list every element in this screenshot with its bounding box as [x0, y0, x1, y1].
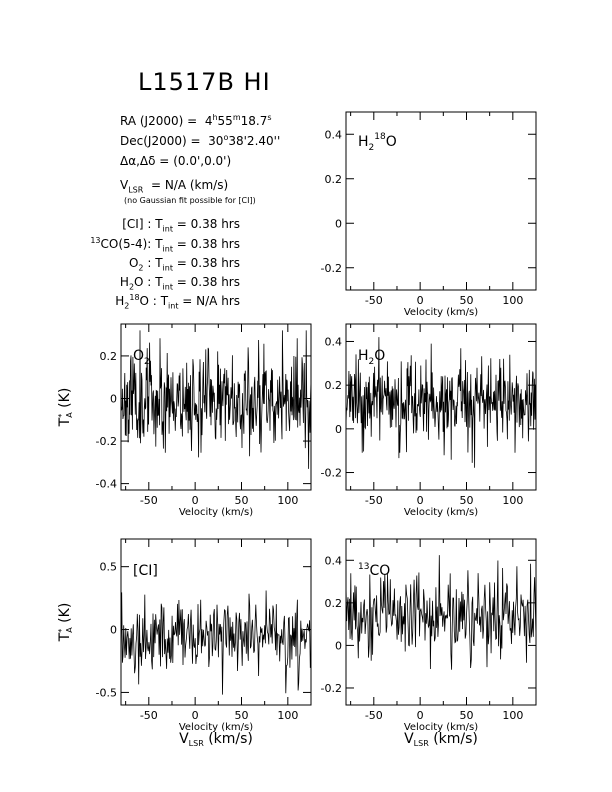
- h218o-xtick-label: 0: [417, 294, 424, 307]
- o2-ytick-label: -0.2: [96, 435, 117, 448]
- ci-xtick-label: 0: [192, 709, 199, 722]
- h218o-frame: [345, 111, 537, 291]
- ci-xtick-label: 100: [277, 709, 298, 722]
- co13-ytick-label: 0.4: [325, 554, 343, 567]
- co13-spectrum-line: [345, 555, 537, 670]
- o2-ytick-label: -0.4: [96, 478, 117, 491]
- o2-ylabel: T*A (K): [57, 388, 74, 428]
- ci-ytick-label: 0: [110, 624, 117, 637]
- o2-xtick-label: 50: [234, 494, 248, 507]
- h2o-ytick-label: 0.4: [325, 335, 343, 348]
- h2o-ytick-label: 0.2: [325, 379, 343, 392]
- ci-ytick-label: 0.5: [100, 561, 118, 574]
- o2-xlabel: Velocity (km/s): [179, 507, 253, 518]
- co13-xlabel: Velocity (km/s): [404, 722, 478, 733]
- o2-xtick-label: 0: [192, 494, 199, 507]
- h2o-ytick-label: -0.2: [321, 467, 342, 480]
- o2-ytick-label: 0: [110, 392, 117, 405]
- h2o-xlabel: Velocity (km/s): [404, 507, 478, 518]
- co13-xtick-label: 50: [459, 709, 473, 722]
- co13-ytick-label: 0: [335, 639, 342, 652]
- co13-vlsr-label: VLSR (km/s): [404, 731, 478, 748]
- o2-ytick-label: 0.2: [100, 350, 118, 363]
- h218o-xlabel: Velocity (km/s): [404, 307, 478, 318]
- ci-line-label: [CI]: [133, 563, 158, 579]
- h218o-xtick-label: 100: [502, 294, 523, 307]
- ci-xtick-label: -50: [140, 709, 158, 722]
- o2-xtick-label: 100: [277, 494, 298, 507]
- co13-ytick-label: 0.2: [325, 597, 343, 610]
- h218o-line-label: H218O: [358, 132, 397, 153]
- ci-ytick-label: -0.5: [96, 686, 117, 699]
- ci-xlabel: Velocity (km/s): [179, 722, 253, 733]
- co13-xtick-label: 0: [417, 709, 424, 722]
- co13-ytick-label: -0.2: [321, 682, 342, 695]
- h218o-ytick-label: 0.4: [325, 128, 343, 141]
- h2o-spectrum-line: [345, 337, 537, 468]
- h218o-ytick-label: 0: [335, 217, 342, 230]
- ci-spectrum-line: [120, 590, 312, 695]
- page-title: L1517B HI: [138, 68, 271, 96]
- h2o-xtick-label: 100: [502, 494, 523, 507]
- h218o-ytick-label: 0.2: [325, 173, 343, 186]
- h2o-ytick-label: 0: [335, 423, 342, 436]
- ci-ylabel: T*A (K): [57, 603, 74, 643]
- h2o-xtick-label: 50: [459, 494, 473, 507]
- h2o-xtick-label: 0: [417, 494, 424, 507]
- o2-spectrum-line: [120, 330, 312, 469]
- ci-xtick-label: 50: [234, 709, 248, 722]
- h2o-xtick-label: -50: [365, 494, 383, 507]
- co13-xtick-label: 100: [502, 709, 523, 722]
- h218o-ytick-label: -0.2: [321, 262, 342, 275]
- co13-xtick-label: -50: [365, 709, 383, 722]
- co13-line-label: 13CO: [358, 562, 390, 579]
- ci-vlsr-label: VLSR (km/s): [179, 731, 253, 748]
- h218o-xtick-label: -50: [365, 294, 383, 307]
- o2-xtick-label: -50: [140, 494, 158, 507]
- h2o-line-label: H2O: [358, 348, 385, 367]
- h218o-xtick-label: 50: [459, 294, 473, 307]
